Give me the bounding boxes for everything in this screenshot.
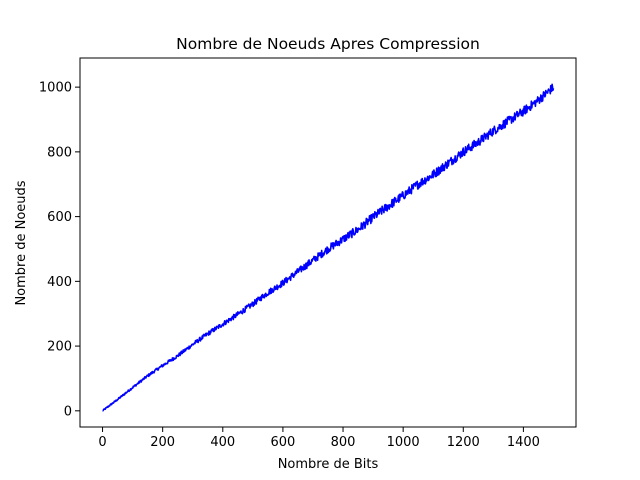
x-tick-label: 1400 [507, 435, 540, 450]
x-tick-label: 1200 [447, 435, 480, 450]
y-axis-label: Nombre de Noeuds [14, 180, 29, 305]
series-line [102, 83, 555, 412]
y-tick-label: 1000 [39, 81, 72, 96]
y-tick-label: 0 [64, 404, 72, 419]
plot-area [102, 83, 555, 412]
y-tick-label: 600 [47, 210, 72, 225]
y-tick-label: 200 [47, 340, 72, 355]
x-tick-label: 200 [150, 435, 175, 450]
x-tick-label: 1000 [387, 435, 420, 450]
axes-frame [79, 57, 577, 428]
x-axis-label: Nombre de Bits [278, 457, 379, 472]
axis-ticks: 0 200 400 600 800 1000 1200 1400 0 200 400 600 800 10… [39, 81, 540, 450]
x-tick-label: 800 [331, 435, 356, 450]
chart-title: Nombre de Noeuds Apres Compression [176, 35, 480, 53]
x-tick-label: 600 [270, 435, 295, 450]
x-tick-label: 0 [98, 435, 106, 450]
y-tick-label: 400 [47, 275, 72, 290]
x-tick-label: 400 [210, 435, 235, 450]
y-tick-label: 800 [47, 145, 72, 160]
